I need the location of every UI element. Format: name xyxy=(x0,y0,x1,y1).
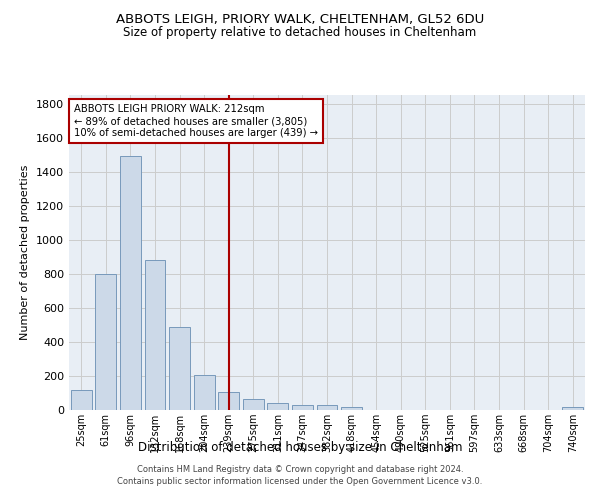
Y-axis label: Number of detached properties: Number of detached properties xyxy=(20,165,31,340)
Bar xyxy=(120,156,141,410)
Bar xyxy=(194,375,215,410)
Bar xyxy=(95,274,116,410)
Text: ABBOTS LEIGH, PRIORY WALK, CHELTENHAM, GL52 6DU: ABBOTS LEIGH, PRIORY WALK, CHELTENHAM, G… xyxy=(116,12,484,26)
Text: Size of property relative to detached houses in Cheltenham: Size of property relative to detached ho… xyxy=(124,26,476,39)
Bar xyxy=(243,399,264,410)
Bar xyxy=(71,390,92,410)
Bar xyxy=(292,404,313,410)
Bar xyxy=(145,260,166,410)
Bar xyxy=(317,406,337,410)
Text: ABBOTS LEIGH PRIORY WALK: 212sqm
← 89% of detached houses are smaller (3,805)
10: ABBOTS LEIGH PRIORY WALK: 212sqm ← 89% o… xyxy=(74,104,318,138)
Bar xyxy=(218,392,239,410)
Bar xyxy=(268,403,289,410)
Text: Contains public sector information licensed under the Open Government Licence v3: Contains public sector information licen… xyxy=(118,477,482,486)
Bar xyxy=(169,326,190,410)
Bar xyxy=(562,408,583,410)
Text: Distribution of detached houses by size in Cheltenham: Distribution of detached houses by size … xyxy=(138,441,462,454)
Bar xyxy=(341,408,362,410)
Text: Contains HM Land Registry data © Crown copyright and database right 2024.: Contains HM Land Registry data © Crown c… xyxy=(137,465,463,474)
